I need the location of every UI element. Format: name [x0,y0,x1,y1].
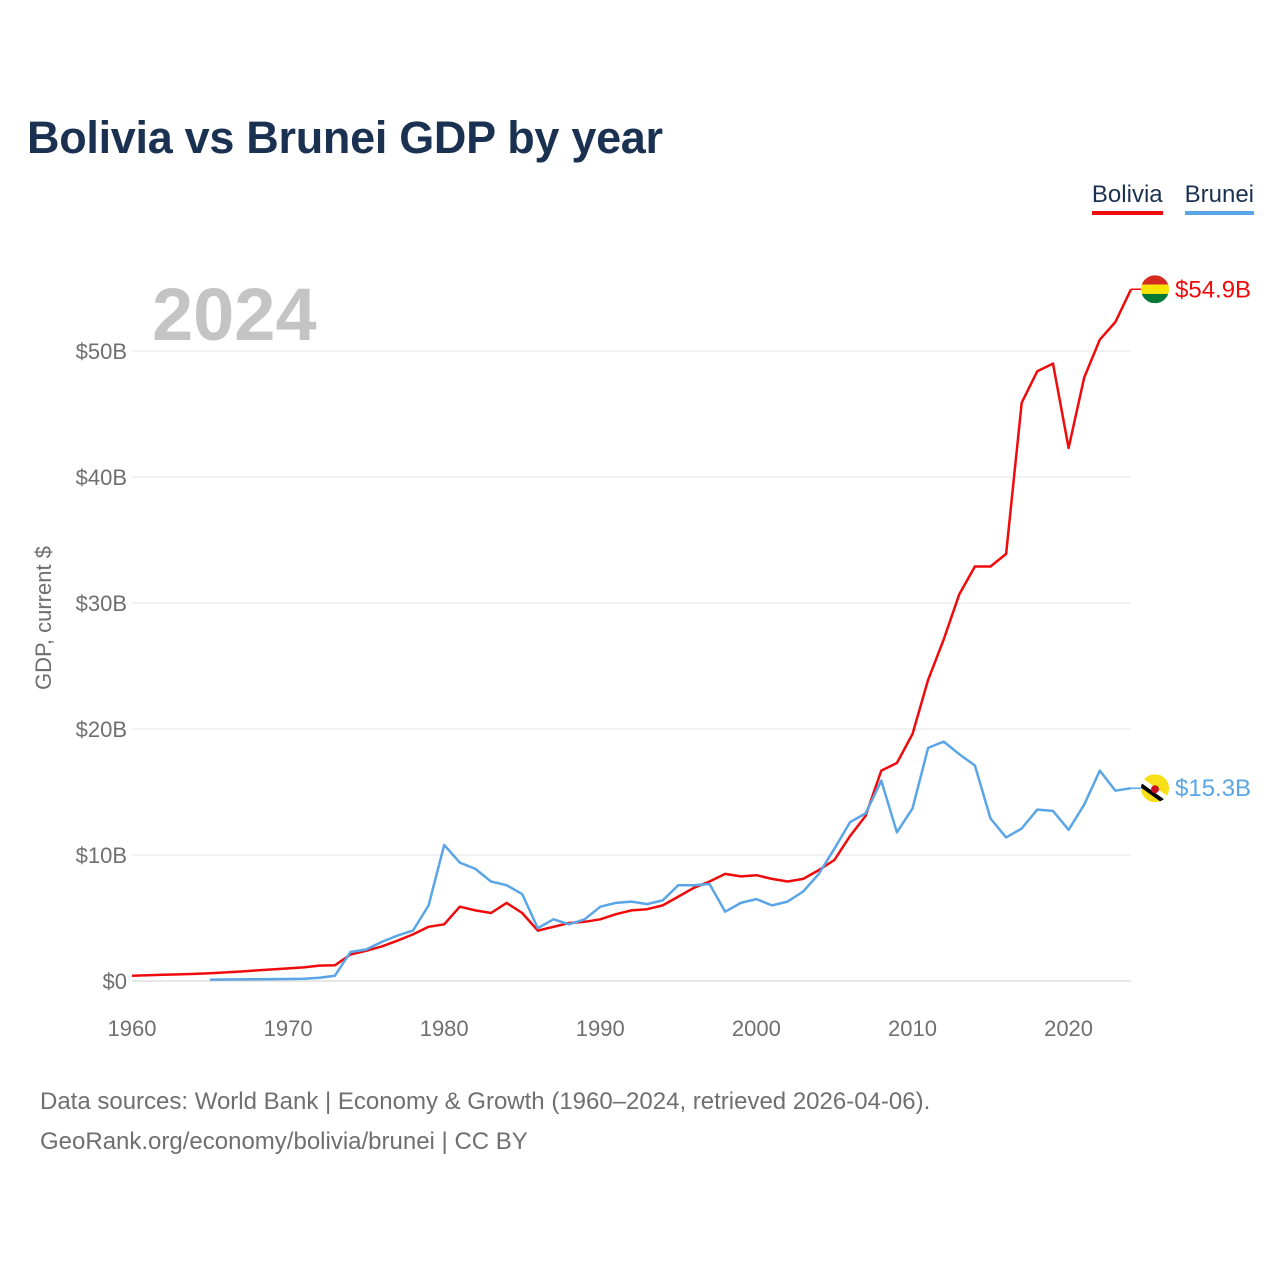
brunei-flag-icon [1141,774,1169,803]
end-labels: $54.9B $15.3B [1131,275,1251,803]
y-tick-label: $40B [76,465,127,490]
footer: Data sources: World Bank | Economy & Gro… [40,1082,930,1162]
y-tick-label: $50B [76,339,127,364]
series-line-brunei [209,740,1132,981]
legend: Bolivia Brunei [1091,181,1254,215]
site-credit: GeoRank.org/economy/bolivia/brunei | CC … [40,1128,528,1155]
bolivia-flag-icon [1141,275,1169,304]
x-tick-label: 2000 [732,1016,781,1041]
series-line-bolivia [131,288,1133,977]
gridlines [132,350,1131,982]
x-tick-label: 1980 [420,1016,469,1041]
x-tick-label: 2020 [1044,1016,1093,1041]
y-tick-label: $0 [103,969,127,994]
year-watermark: 2024 [152,273,317,356]
x-tick-label: 2010 [888,1016,937,1041]
y-tick-label: $30B [76,591,127,616]
x-axis-ticks: 1960 1970 1980 1990 2000 2010 2020 [108,1016,1094,1041]
x-tick-label: 1970 [264,1016,313,1041]
x-tick-label: 1990 [576,1016,625,1041]
series-lines [131,288,1133,981]
legend-item-brunei[interactable]: Brunei [1184,181,1254,215]
x-tick-label: 1960 [108,1016,157,1041]
data-source-note: Data sources: World Bank | Economy & Gro… [40,1088,931,1115]
legend-item-bolivia[interactable]: Bolivia [1091,181,1163,215]
y-axis-ticks: $0 $10B $20B $30B $40B $50B [76,339,127,994]
gdp-line-chart: 2024 GDP, current $ $0 $10B $20B $30B $40B $5… [31,273,1251,1041]
y-axis-label: GDP, current $ [31,546,56,690]
chart-title: Bolivia vs Brunei GDP by year [27,112,663,163]
y-tick-label: $20B [76,717,127,742]
end-value-label-brunei: $15.3B [1175,775,1251,802]
y-tick-label: $10B [76,843,127,868]
end-value-label-bolivia: $54.9B [1175,276,1251,303]
